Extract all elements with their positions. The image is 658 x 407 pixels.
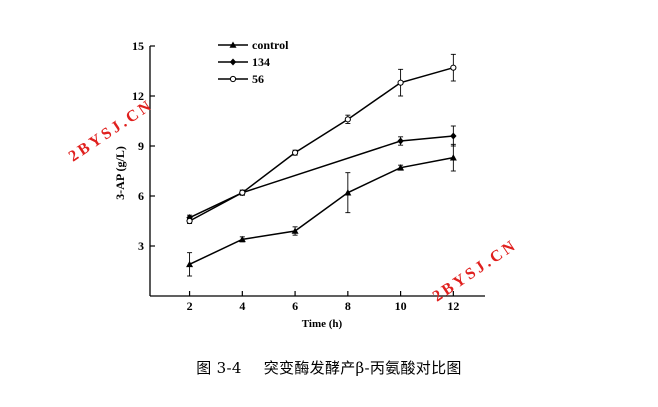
x-tick-label: 6 bbox=[292, 299, 298, 313]
legend: control 134 56 bbox=[218, 38, 289, 86]
axes: 3 6 9 12 15 2 4 6 8 10 12 bbox=[132, 39, 485, 313]
legend-item: 56 bbox=[218, 72, 264, 86]
x-tick-label: 2 bbox=[187, 299, 193, 313]
series-134 bbox=[186, 125, 457, 222]
data-point bbox=[397, 79, 404, 86]
y-tick-label: 3 bbox=[138, 239, 144, 253]
data-point bbox=[186, 214, 193, 222]
data-point bbox=[344, 189, 352, 196]
data-point bbox=[344, 116, 351, 123]
data-point bbox=[229, 75, 237, 83]
data-point bbox=[229, 41, 237, 48]
data-point bbox=[449, 154, 457, 161]
data-point bbox=[397, 137, 404, 145]
series-56 bbox=[186, 53, 457, 225]
legend-label: control bbox=[252, 38, 289, 52]
watermark: 2BYSJ.CN bbox=[66, 96, 157, 165]
data-point bbox=[450, 132, 457, 140]
x-tick-label: 8 bbox=[345, 299, 351, 313]
y-tick-label: 6 bbox=[138, 189, 144, 203]
data-point bbox=[239, 189, 246, 196]
series-layer bbox=[186, 53, 457, 277]
figure-number: 图 3-4 bbox=[196, 359, 242, 377]
series-line bbox=[189, 156, 454, 266]
legend-label: 56 bbox=[252, 72, 264, 86]
series-line bbox=[189, 135, 454, 219]
data-point bbox=[238, 235, 246, 243]
figure-title: 突变酶发酵产β-丙氨酸对比图 bbox=[263, 359, 462, 377]
series-line bbox=[189, 66, 454, 222]
y-tick-label: 9 bbox=[138, 139, 144, 153]
y-tick-label: 15 bbox=[132, 39, 144, 53]
x-tick-label: 4 bbox=[239, 299, 245, 313]
data-point bbox=[450, 64, 457, 71]
series-control bbox=[186, 143, 457, 277]
figure-caption: 图 3-4 突变酶发酵产β-丙氨酸对比图 bbox=[0, 357, 658, 378]
legend-item: control bbox=[218, 38, 289, 52]
y-tick-label: 12 bbox=[132, 89, 144, 103]
x-axis-label: Time (h) bbox=[302, 318, 343, 330]
data-point bbox=[291, 149, 299, 156]
data-point bbox=[397, 164, 405, 171]
x-tick-label: 10 bbox=[395, 299, 407, 313]
legend-label: 134 bbox=[252, 55, 270, 69]
data-point bbox=[186, 260, 194, 268]
watermark: 2BYSJ.CN bbox=[430, 236, 521, 305]
data-point bbox=[291, 227, 299, 234]
x-tick-label: 12 bbox=[447, 299, 459, 313]
data-point bbox=[229, 58, 237, 66]
y-axis-label: 3-AP (g/L) bbox=[113, 146, 127, 200]
data-point bbox=[186, 217, 193, 225]
legend-item: 134 bbox=[218, 55, 270, 69]
